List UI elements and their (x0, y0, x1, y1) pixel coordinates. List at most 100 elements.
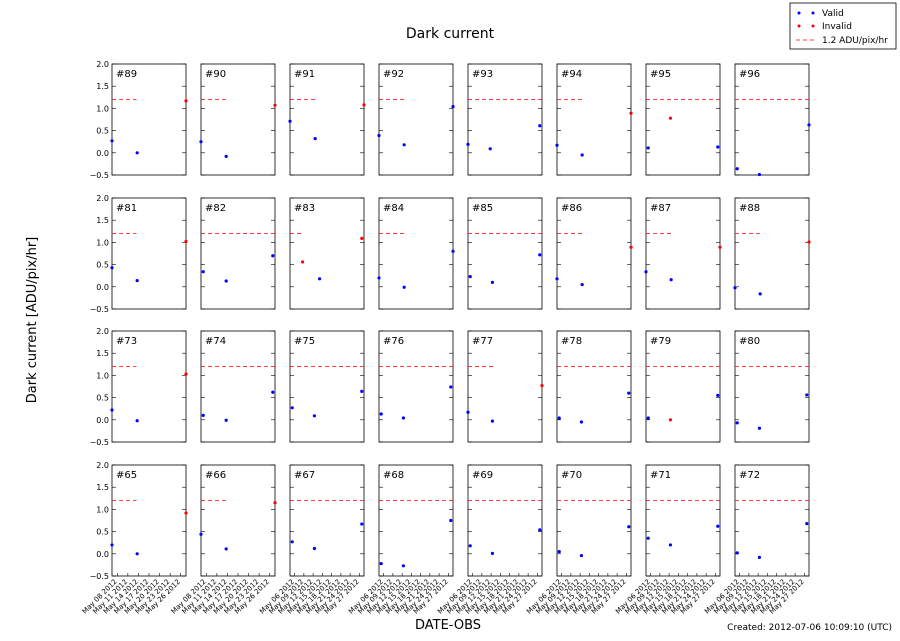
y-tick-label: 2.0 (96, 194, 109, 203)
panel-frame (645, 197, 721, 310)
valid-point (490, 280, 495, 284)
panel-label: #76 (383, 336, 404, 347)
invalid-point (362, 103, 366, 107)
panel-label: #69 (472, 470, 493, 481)
valid-point (135, 278, 139, 283)
panel-label: #75 (294, 336, 315, 347)
panel-frame (289, 63, 365, 176)
valid-point (538, 124, 542, 128)
panel-grid: 2.0 1.5 1.0 0.5 0.0 −0.5 #89 #90 #91 #92 #93 #94 #95… (81, 60, 811, 616)
panel-label: #73 (116, 336, 137, 347)
y-tick-label: 0.5 (96, 394, 109, 403)
panel-label: #93 (472, 69, 493, 80)
valid-point (735, 551, 739, 555)
valid-point (449, 518, 453, 523)
valid-point (627, 525, 631, 529)
invalid-point (540, 384, 544, 388)
panel-frame (200, 197, 276, 310)
valid-point (646, 536, 650, 540)
valid-point (555, 277, 559, 281)
panel-frame (200, 464, 276, 577)
valid-point (466, 410, 470, 414)
panel-label: #92 (383, 69, 404, 80)
valid-point (627, 391, 631, 395)
invalid-point (300, 260, 305, 264)
legend-valid-label: Valid (822, 9, 844, 19)
valid-point (716, 524, 720, 528)
valid-point (668, 543, 673, 547)
y-tick-label: 1.5 (96, 82, 109, 91)
invalid-point (273, 103, 277, 107)
invalid-point (184, 99, 188, 103)
y-tick-label: 2.0 (96, 327, 109, 336)
valid-point (224, 154, 228, 158)
panel-frame (200, 63, 276, 176)
panel-label: #79 (650, 336, 671, 347)
valid-point (360, 389, 364, 393)
y-tick-label: −0.5 (90, 572, 109, 581)
y-tick-label: 1.5 (96, 216, 109, 225)
valid-point (313, 136, 317, 141)
valid-point (468, 274, 472, 279)
y-tick-label: 0.0 (96, 416, 109, 425)
valid-point (580, 153, 584, 157)
valid-point (110, 543, 114, 547)
valid-point (401, 416, 406, 420)
valid-point (646, 416, 650, 420)
panel-frame (645, 330, 721, 443)
valid-point (224, 279, 228, 283)
valid-point (379, 561, 383, 566)
legend-invalid-marker (811, 24, 815, 28)
valid-point (451, 105, 455, 109)
valid-point (579, 420, 584, 424)
y-tick-label: 2.0 (96, 60, 109, 69)
valid-point (379, 412, 383, 416)
panel-frame (200, 330, 276, 443)
valid-point (757, 426, 762, 430)
valid-point (135, 151, 139, 155)
y-tick-label: 0.5 (96, 127, 109, 136)
valid-point (110, 139, 114, 143)
y-tick-label: −0.5 (90, 438, 109, 447)
valid-point (557, 549, 561, 554)
panel-label: #89 (116, 69, 137, 80)
panel-label: #86 (561, 203, 582, 214)
panel-frame (467, 197, 543, 310)
valid-point (199, 140, 203, 144)
valid-point (288, 119, 292, 123)
valid-point (201, 270, 205, 274)
legend-valid-marker (811, 11, 815, 15)
invalid-point (807, 240, 811, 244)
valid-point (488, 147, 492, 151)
panel-frame (378, 63, 454, 176)
figure-title: Dark current (406, 26, 495, 42)
panel-label: #82 (205, 203, 226, 214)
y-tick-label: 1.5 (96, 483, 109, 492)
panel-label: #70 (561, 470, 582, 481)
panel-label: #81 (116, 203, 137, 214)
valid-point (271, 254, 275, 258)
valid-point (757, 555, 762, 559)
panel-label: #87 (650, 203, 671, 214)
panel-frame (734, 63, 810, 176)
valid-point (135, 552, 139, 556)
panel-frame (467, 330, 543, 443)
valid-point (538, 253, 542, 257)
valid-point (402, 143, 406, 147)
y-axis-label: Dark current [ADU/pix/hr] (25, 237, 40, 403)
panel-frame (734, 330, 810, 443)
panel-label: #74 (205, 336, 226, 347)
valid-point (224, 547, 228, 551)
valid-point (557, 416, 561, 420)
panel-frame (289, 464, 365, 577)
panel-frame (111, 197, 187, 310)
valid-point (644, 270, 648, 274)
valid-point (318, 277, 322, 281)
valid-point (290, 406, 294, 410)
valid-point (360, 522, 364, 526)
valid-point (135, 419, 139, 423)
panel-frame (556, 330, 632, 443)
panel-frame (378, 330, 454, 443)
valid-point (555, 143, 559, 147)
